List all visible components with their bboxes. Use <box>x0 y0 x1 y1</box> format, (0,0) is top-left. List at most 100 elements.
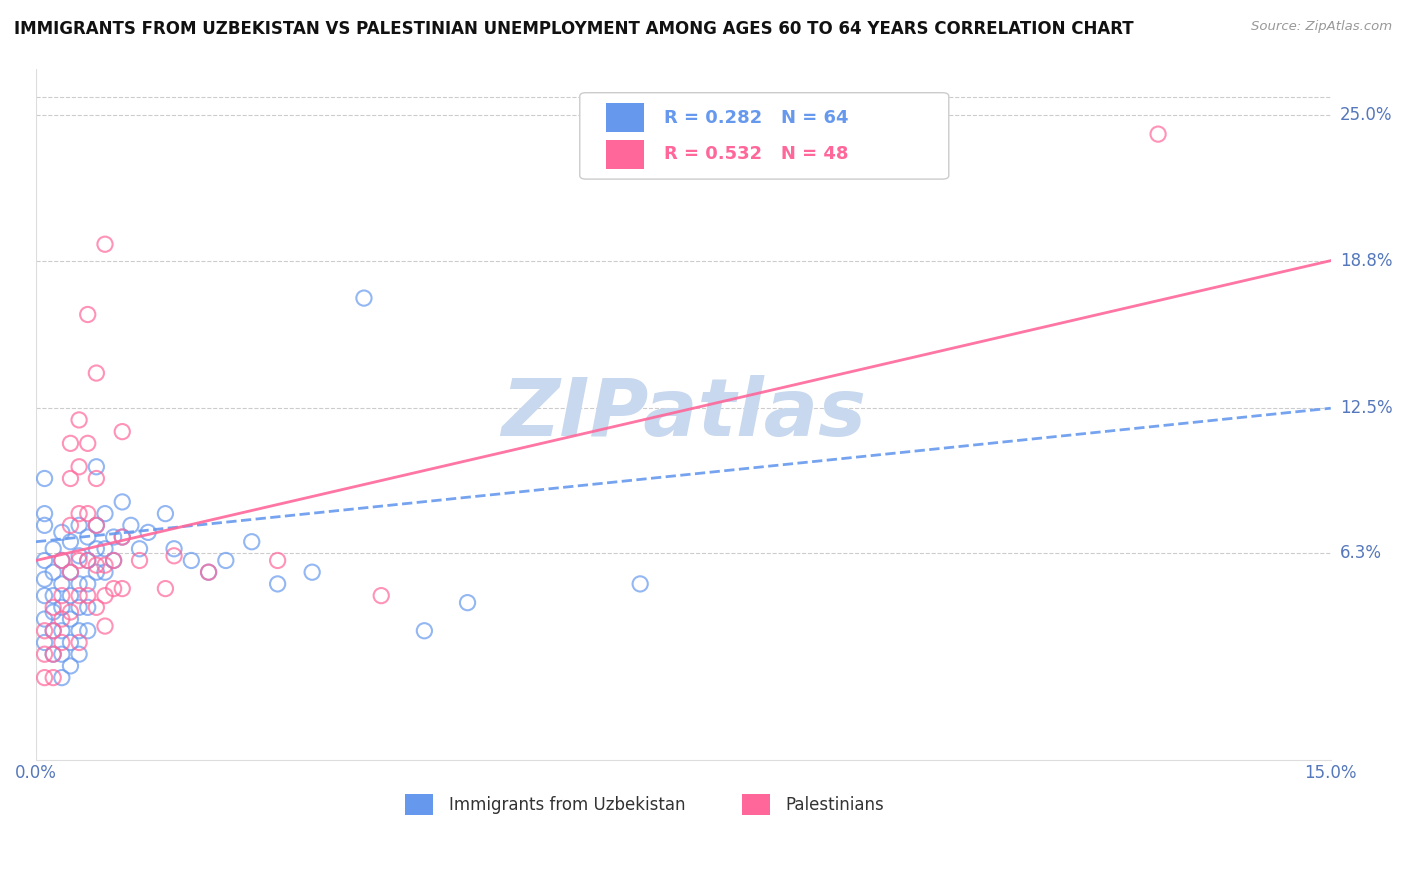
Point <box>103 553 125 567</box>
Point <box>163 541 186 556</box>
Point <box>42 589 65 603</box>
Point <box>51 647 73 661</box>
Point <box>59 565 82 579</box>
Point <box>51 612 73 626</box>
Point <box>34 553 56 567</box>
Point <box>76 553 98 567</box>
Text: Immigrants from Uzbekistan: Immigrants from Uzbekistan <box>449 796 686 814</box>
Point <box>76 530 98 544</box>
Point <box>155 582 177 596</box>
Point <box>34 624 56 638</box>
Point <box>67 589 90 603</box>
Text: 12.5%: 12.5% <box>1340 400 1392 417</box>
Text: 18.8%: 18.8% <box>1340 252 1392 269</box>
Point <box>103 530 125 544</box>
Point <box>86 471 108 485</box>
Point <box>86 366 108 380</box>
Point <box>76 600 98 615</box>
Point <box>1147 127 1170 141</box>
Point <box>76 507 98 521</box>
Point <box>76 577 98 591</box>
Text: Palestinians: Palestinians <box>786 796 884 814</box>
Point <box>67 635 90 649</box>
Point <box>67 459 90 474</box>
Point <box>103 553 125 567</box>
Text: Source: ZipAtlas.com: Source: ZipAtlas.com <box>1251 20 1392 33</box>
Point <box>42 647 65 661</box>
Point <box>59 436 82 450</box>
Point <box>76 589 98 603</box>
Point <box>197 565 219 579</box>
Point <box>628 577 651 591</box>
Point <box>94 541 117 556</box>
Point <box>59 471 82 485</box>
Point <box>86 541 108 556</box>
Point <box>215 553 238 567</box>
Point <box>59 589 82 603</box>
Point <box>42 541 65 556</box>
Point <box>111 425 134 439</box>
Bar <box>606 103 644 132</box>
Point <box>67 577 90 591</box>
Point <box>51 624 73 638</box>
Point <box>76 624 98 638</box>
Point <box>457 596 479 610</box>
Point <box>266 553 288 567</box>
Point <box>67 549 90 563</box>
Point <box>34 671 56 685</box>
Point <box>59 605 82 619</box>
Point <box>42 605 65 619</box>
Point <box>67 624 90 638</box>
Bar <box>606 140 644 169</box>
Point <box>42 565 65 579</box>
Bar <box>405 794 433 815</box>
Point <box>34 612 56 626</box>
Point <box>86 518 108 533</box>
Point <box>197 565 219 579</box>
Point <box>42 647 65 661</box>
Point <box>51 600 73 615</box>
Text: IMMIGRANTS FROM UZBEKISTAN VS PALESTINIAN UNEMPLOYMENT AMONG AGES 60 TO 64 YEARS: IMMIGRANTS FROM UZBEKISTAN VS PALESTINIA… <box>14 20 1133 37</box>
Point <box>370 589 392 603</box>
Text: R = 0.532   N = 48: R = 0.532 N = 48 <box>664 145 848 163</box>
Text: R = 0.282   N = 64: R = 0.282 N = 64 <box>664 109 848 127</box>
Point <box>128 541 150 556</box>
Point <box>94 589 117 603</box>
Point <box>34 589 56 603</box>
Point <box>180 553 202 567</box>
Point <box>42 624 65 638</box>
Point <box>34 572 56 586</box>
Point <box>42 624 65 638</box>
Point <box>59 659 82 673</box>
Point <box>120 518 142 533</box>
Point <box>86 459 108 474</box>
Point <box>34 635 56 649</box>
Point <box>111 530 134 544</box>
Point <box>86 558 108 573</box>
Point <box>67 518 90 533</box>
Point <box>67 553 90 567</box>
Point <box>86 565 108 579</box>
Point <box>76 436 98 450</box>
Point <box>111 530 134 544</box>
Point <box>86 600 108 615</box>
Point <box>59 565 82 579</box>
Point <box>59 612 82 626</box>
Point <box>163 549 186 563</box>
Point <box>353 291 375 305</box>
Point <box>67 600 90 615</box>
Point <box>34 471 56 485</box>
Point <box>76 553 98 567</box>
Point <box>42 600 65 615</box>
Point <box>94 558 117 573</box>
Point <box>34 507 56 521</box>
Point <box>413 624 436 638</box>
Point <box>94 507 117 521</box>
Point <box>51 525 73 540</box>
Point <box>51 577 73 591</box>
Point <box>301 565 323 579</box>
Point <box>103 582 125 596</box>
Point <box>34 647 56 661</box>
Point <box>76 308 98 322</box>
Point <box>94 565 117 579</box>
